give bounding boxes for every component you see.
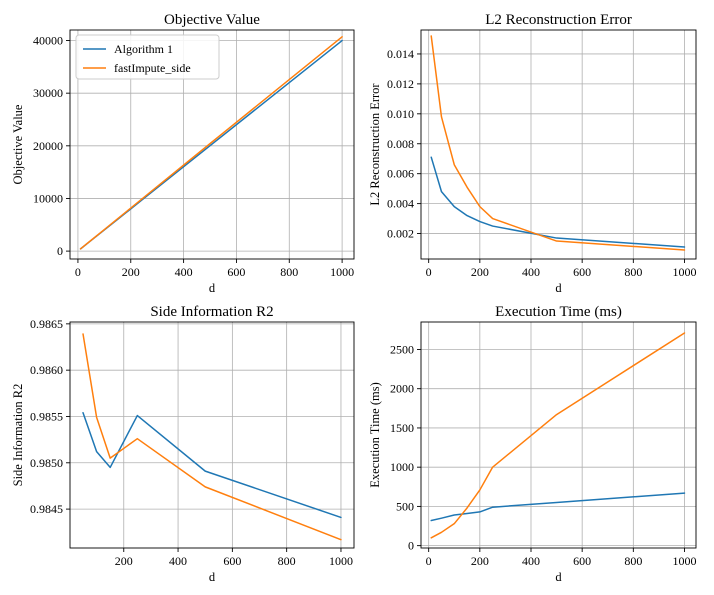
x-tick-label: 400 (522, 554, 540, 568)
chart-title: Side Information R2 (150, 304, 273, 320)
series-line-algorithm-1 (430, 492, 686, 522)
y-tick-label: 0.9865 (30, 317, 63, 331)
x-tick-label: 1000 (330, 265, 354, 279)
chart-panel-objective-value: 0 200 400 600 800 1000010000200003000040000Ob… (11, 12, 355, 295)
y-axis-label: L2 Reconstruction Error (368, 83, 382, 206)
y-tick-label: 20000 (33, 139, 63, 153)
y-tick-label: 2000 (390, 382, 414, 396)
y-tick-label: 0.004 (387, 197, 414, 211)
y-axis-label: Side Information R2 (11, 384, 25, 487)
x-tick-label: 600 (573, 265, 591, 279)
x-axis-label: d (555, 570, 562, 584)
series-line-fastimpute-side (430, 35, 686, 251)
x-tick-label: 800 (278, 554, 296, 568)
x-axis-label: d (209, 570, 216, 584)
x-tick-label: 1000 (672, 265, 696, 279)
chart-panel-execution-time: 0 200 400 600 800 1000 0 500 1000 1500 2000 2500 Exe… (368, 304, 696, 584)
y-tick-label: 0.9845 (30, 502, 63, 516)
y-tick-label: 0.002 (387, 227, 414, 241)
y-axis-label: Execution Time (ms) (368, 382, 382, 488)
series-line-fastimpute-side (79, 36, 343, 250)
y-tick-label: 10000 (33, 191, 63, 205)
y-tick-label: 0.012 (387, 77, 414, 91)
y-tick-label: 40000 (33, 34, 63, 48)
x-tick-label: 800 (280, 265, 298, 279)
plot-frame (69, 321, 355, 549)
y-tick-label: 30000 (33, 86, 63, 100)
x-tick-label: 0 (426, 265, 432, 279)
plot-frame (69, 29, 355, 260)
legend-label: fastImpute_side (114, 61, 191, 75)
chart-title: Objective Value (164, 12, 260, 28)
plot-frame (420, 29, 697, 260)
y-tick-label: 0.006 (387, 167, 414, 181)
x-tick-label: 600 (227, 265, 245, 279)
series-line-fastimpute-side (430, 332, 686, 539)
chart-panel-l2-error: 0 200 400 600 800 1000 0.002 0.004 0.006 0.008 0.0… (368, 12, 696, 295)
x-tick-label: 600 (573, 554, 591, 568)
series-line-fastimpute-side (82, 333, 342, 541)
x-axis-label: d (209, 281, 216, 295)
y-tick-label: 0 (408, 539, 414, 553)
chart-title: L2 Reconstruction Error (485, 12, 632, 28)
x-tick-label: 1000 (329, 554, 353, 568)
x-axis-label: d (555, 281, 562, 295)
y-tick-label: 500 (396, 499, 414, 513)
x-tick-label: 200 (471, 265, 489, 279)
x-tick-label: 0 (75, 265, 81, 279)
x-tick-label: 400 (175, 265, 193, 279)
x-tick-label: 200 (115, 554, 133, 568)
chart-panel-side-info-r2: 200 400 600 800 1000 0.9845 0.9850 0.9855 0.9860… (11, 304, 355, 584)
x-tick-label: 800 (624, 554, 642, 568)
y-tick-label: 0.9860 (30, 363, 63, 377)
y-axis-label: Objective Value (11, 104, 25, 184)
x-tick-label: 0 (426, 554, 432, 568)
x-tick-label: 400 (169, 554, 187, 568)
y-tick-label: 1500 (390, 421, 414, 435)
x-tick-label: 200 (471, 554, 489, 568)
series-line-algorithm-1 (82, 412, 342, 519)
x-tick-label: 400 (522, 265, 540, 279)
y-tick-label: 0.9850 (30, 456, 63, 470)
y-tick-label: 0.008 (387, 137, 414, 151)
y-tick-label: 0 (57, 244, 63, 258)
x-tick-label: 1000 (672, 554, 696, 568)
legend: Algorithm 1 fastImpute_side (75, 34, 220, 80)
legend-frame (75, 34, 220, 80)
chart-title: Execution Time (ms) (495, 304, 622, 320)
y-tick-label: 0.010 (387, 107, 414, 121)
y-tick-label: 0.014 (387, 47, 414, 61)
plot-frame (420, 321, 697, 549)
legend-label: Algorithm 1 (114, 42, 173, 56)
y-tick-label: 0.9855 (30, 409, 63, 423)
x-tick-label: 800 (624, 265, 642, 279)
x-tick-label: 600 (223, 554, 241, 568)
series-line-algorithm-1 (430, 156, 686, 248)
x-tick-label: 200 (122, 265, 140, 279)
y-tick-label: 2500 (390, 342, 414, 356)
y-tick-label: 1000 (390, 460, 414, 474)
